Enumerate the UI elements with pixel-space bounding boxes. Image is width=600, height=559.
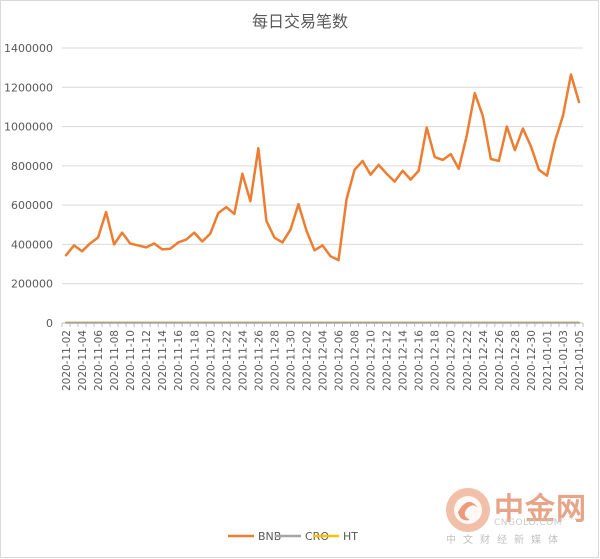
y-tick-label: 200000	[11, 278, 53, 291]
y-tick-label: 1200000	[4, 81, 53, 94]
watermark: 中金网 CNGOLD.COM 中文财经新媒体	[444, 484, 594, 554]
chart-title: 每日交易笔数	[252, 12, 348, 31]
x-tick-label: 2020-11-08	[109, 330, 121, 391]
x-axis: 2020-11-02 2020-11-04 2020-11-06 2020-11-08…	[61, 323, 586, 391]
y-tick-label: 800000	[11, 160, 53, 173]
series-lines	[64, 73, 581, 324]
x-tick-label: 2020-12-02	[301, 330, 313, 391]
watermark-url: CNGOLD.COM	[494, 518, 563, 528]
x-tick-label: 2020-12-26	[494, 330, 506, 391]
x-tick-label: 2020-11-02	[61, 330, 73, 391]
legend: BNBCROHT	[228, 530, 358, 543]
x-tick-label: 2020-12-30	[526, 330, 538, 391]
y-tick-label: 1000000	[4, 121, 53, 134]
x-tick-label: 2020-11-04	[77, 330, 89, 391]
y-tick-label: 1400000	[4, 42, 53, 55]
x-tick-label: 2020-12-22	[462, 330, 474, 391]
x-tick-label: 2020-11-14	[157, 330, 169, 391]
x-tick-label: 2020-12-18	[430, 330, 442, 391]
x-tick-label: 2020-11-20	[205, 330, 217, 391]
x-tick-label: 2020-12-04	[318, 330, 330, 391]
watermark-brand: 中金网	[494, 492, 587, 527]
x-tick-label: 2021-01-01	[542, 330, 554, 391]
x-tick-label: 2020-11-10	[125, 330, 137, 391]
legend-label-bnb: BNB	[258, 530, 281, 543]
x-tick-label: 2020-12-06	[334, 330, 346, 391]
x-tick-label: 2020-11-18	[189, 330, 201, 391]
y-axis-ticks: 0 200000 400000 600000 800000 1000000 1200000 1…	[4, 42, 53, 330]
x-tick-label: 2020-12-20	[446, 330, 458, 391]
x-tick-label: 2021-01-05	[574, 330, 586, 391]
legend-label-ht: HT	[343, 530, 358, 543]
x-tick-label: 2021-01-03	[558, 330, 570, 391]
x-tick-label: 2020-12-08	[350, 330, 362, 391]
x-tick-label: 2020-12-12	[382, 330, 394, 391]
x-tick-label: 2020-11-22	[221, 330, 233, 391]
watermark-subtitle: 中文财经新媒体	[446, 535, 565, 546]
grid-lines	[62, 47, 583, 324]
y-tick-label: 0	[46, 317, 53, 330]
zhongjin-logo-icon	[446, 488, 490, 532]
x-tick-label: 2020-12-10	[366, 330, 378, 391]
x-tick-label: 2020-11-12	[141, 330, 153, 391]
x-tick-label: 2020-11-16	[173, 330, 185, 391]
x-tick-label: 2020-12-24	[478, 330, 490, 391]
x-tick-label: 2020-12-16	[414, 330, 426, 391]
x-tick-label: 2020-11-30	[285, 330, 297, 391]
series-line-bnb	[64, 73, 581, 262]
x-tick-label: 2020-12-28	[510, 330, 522, 391]
y-tick-label: 400000	[11, 238, 53, 251]
y-tick-label: 600000	[11, 199, 53, 212]
x-tick-label: 2020-11-26	[253, 330, 265, 391]
x-tick-label: 2020-11-28	[269, 330, 281, 391]
x-tick-label: 2020-12-14	[398, 330, 410, 391]
x-tick-label: 2020-11-06	[93, 330, 105, 391]
x-tick-label: 2020-11-24	[237, 330, 249, 391]
